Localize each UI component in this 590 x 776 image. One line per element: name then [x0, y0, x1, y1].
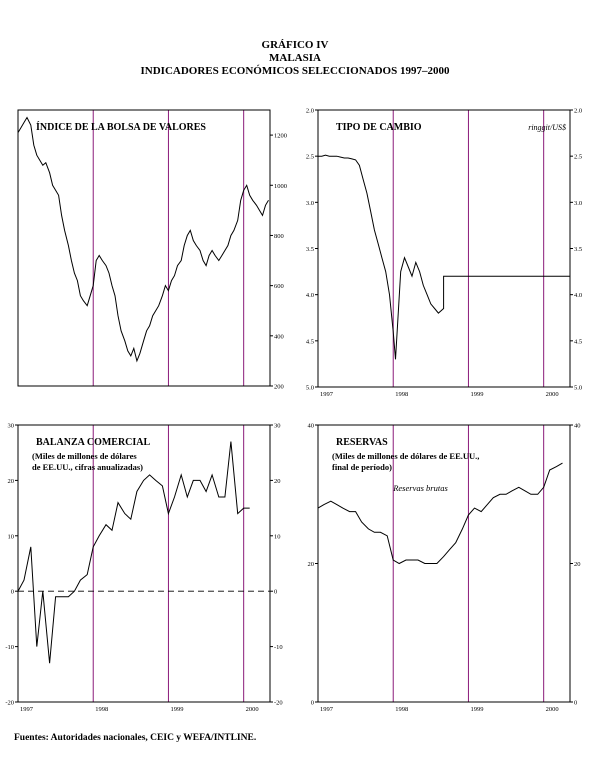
trade-y-tick-label-left: 20	[8, 478, 15, 485]
stock-y-tick-label-right: 1200	[274, 133, 287, 140]
fx-y-tick-label-right: 3.5	[574, 246, 582, 253]
trade-y-tick-label-right: -10	[274, 644, 283, 651]
stock-series-line	[17, 116, 269, 363]
fx-series-line	[318, 154, 570, 360]
fx-plot-frame	[317, 109, 571, 388]
reserves-y-tick-label-left: 20	[308, 561, 315, 568]
trade-y-tick-label-right: -20	[274, 700, 283, 707]
trade-y-tick-label-right: 0	[274, 589, 277, 596]
trade-y-tick-label-left: -20	[5, 700, 14, 707]
reserves-y-tick-label-left: 0	[311, 700, 314, 707]
trade-y-tick-label-left: 0	[11, 589, 14, 596]
reserves-x-tick-label: 1998	[395, 706, 408, 713]
fx-y-tick-label-right: 3.0	[574, 200, 582, 207]
fx-y-tick-label-left: 2.5	[306, 154, 314, 161]
stock-panel-title: ÍNDICE DE LA BOLSA DE VALORES	[36, 121, 206, 133]
fx-y-tick-label-left: 3.5	[306, 246, 314, 253]
trade-x-tick-label: 2000	[246, 706, 259, 713]
trade-y-tick-label-right: 30	[274, 423, 281, 430]
reserves-y-tick-label-right: 0	[574, 700, 577, 707]
fx-x-tick-label: 1999	[470, 391, 483, 398]
fx-x-tick-label: 1998	[395, 391, 408, 398]
fx-y-tick-label-left: 5.0	[306, 385, 314, 392]
reserves-x-tick-label: 1997	[320, 706, 334, 713]
fx-panel-title: TIPO DE CAMBIO	[336, 122, 422, 133]
reserves-y-tick-label-right: 40	[574, 423, 581, 430]
fx-y-tick-label-left: 3.0	[306, 200, 314, 207]
trade-x-tick-label: 1999	[170, 706, 183, 713]
reserves-x-tick-label: 2000	[546, 706, 559, 713]
stock-y-tick-label-right: 400	[274, 333, 284, 340]
source-note: Fuentes: Autoridades nacionales, CEIC y …	[14, 733, 257, 743]
trade-x-tick-label: 1997	[20, 706, 34, 713]
fx-y-tick-label-right: 2.0	[574, 108, 582, 115]
fx-y-tick-label-right: 4.0	[574, 292, 582, 299]
chart-supertitle: GRÁFICO IV	[261, 39, 329, 51]
chart-main-title: INDICADORES ECONÓMICOS SELECCIONADOS 199…	[140, 65, 450, 77]
fx-unit-label: ringgit/US$	[528, 123, 566, 132]
trade-x-tick-label: 1998	[95, 706, 108, 713]
reserves-y-tick-label-right: 20	[574, 561, 581, 568]
reserves-panel-title: RESERVAS	[336, 437, 388, 448]
trade-y-tick-label-left: 10	[8, 533, 15, 540]
reserves-series-annotation: Reservas brutas	[392, 483, 448, 493]
fx-y-tick-label-right: 2.5	[574, 154, 582, 161]
trade-plot-frame	[17, 424, 271, 703]
trade-series-line	[17, 441, 250, 664]
chart-country: MALASIA	[269, 52, 321, 64]
trade-y-tick-label-left: 30	[8, 423, 15, 430]
stock-y-tick-label-right: 600	[274, 283, 284, 290]
stock-plot-frame	[17, 109, 271, 387]
trade-panel-subtitle: (Miles de millones de dólares	[32, 451, 137, 461]
fx-x-tick-label: 2000	[546, 391, 559, 398]
fx-y-tick-label-left: 2.0	[306, 108, 314, 115]
trade-y-tick-label-right: 20	[274, 478, 281, 485]
fx-y-tick-label-left: 4.5	[306, 338, 314, 345]
fx-x-tick-label: 1997	[320, 391, 334, 398]
reserves-panel-subtitle: final de período)	[332, 462, 392, 472]
fx-y-tick-label-right: 5.0	[574, 385, 582, 392]
reserves-y-tick-label-left: 40	[308, 423, 315, 430]
stock-y-tick-label-right: 1000	[274, 183, 287, 190]
trade-panel-title: BALANZA COMERCIAL	[36, 437, 151, 448]
trade-y-tick-label-right: 10	[274, 533, 281, 540]
fx-y-tick-label-right: 4.5	[574, 338, 582, 345]
trade-y-tick-label-left: -10	[5, 644, 14, 651]
reserves-panel-subtitle: (Miles de millones de dólares de EE.UU.,	[332, 451, 479, 461]
reserves-x-tick-label: 1999	[470, 706, 483, 713]
stock-y-tick-label-right: 200	[274, 384, 284, 391]
fx-y-tick-label-left: 4.0	[306, 292, 314, 299]
trade-panel-subtitle: de EE.UU., cifras anualizadas)	[32, 462, 143, 472]
reserves-series-line	[317, 462, 563, 565]
stock-y-tick-label-right: 800	[274, 233, 284, 240]
